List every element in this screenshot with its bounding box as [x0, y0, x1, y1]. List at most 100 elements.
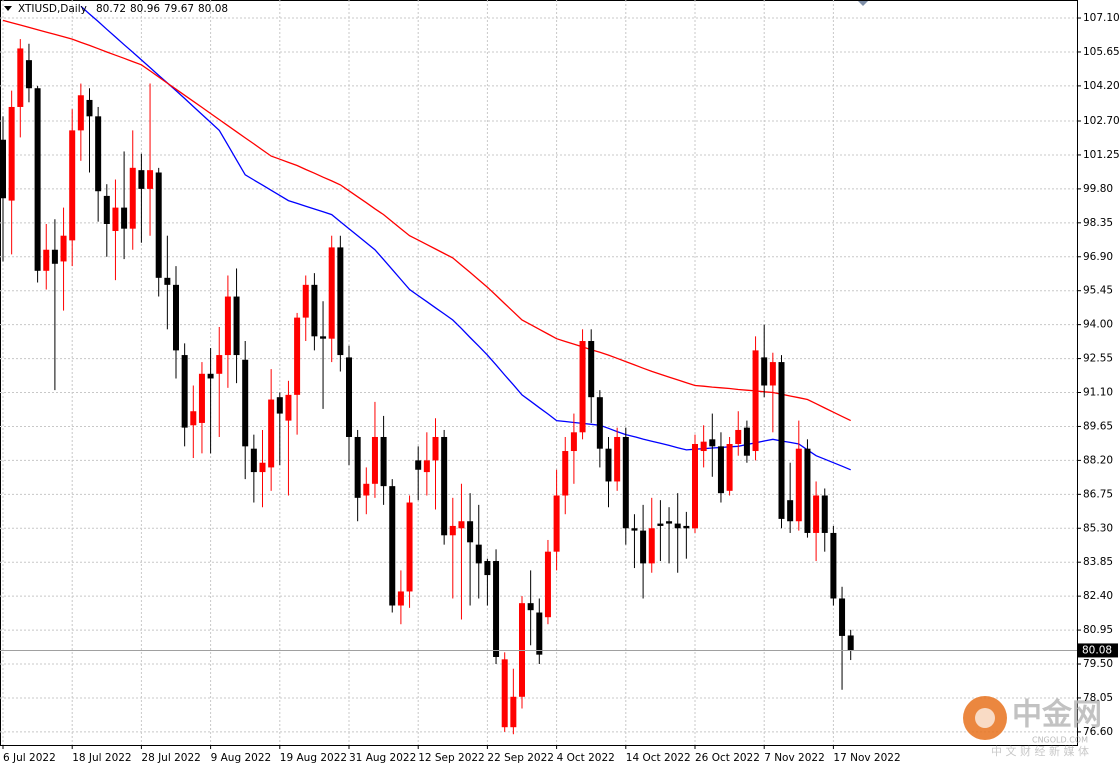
y-tick-label: 98.35 [1083, 217, 1113, 229]
candle-body [406, 502, 413, 592]
candle-body [527, 603, 534, 611]
candle-body [648, 528, 655, 564]
candle-body [415, 460, 422, 470]
x-tick-label: 9 Aug 2022 [211, 752, 272, 764]
x-tick-label: 4 Oct 2022 [557, 752, 615, 764]
y-tick-label: 82.40 [1083, 590, 1113, 602]
candle-body [25, 60, 32, 89]
y-tick-label: 76.60 [1083, 726, 1113, 738]
candle-body [847, 635, 854, 651]
candle-body [700, 441, 707, 452]
candle-body [164, 277, 171, 285]
moving-average [2, 19, 851, 422]
candle-body [389, 486, 396, 606]
y-tick-label: 79.50 [1083, 658, 1113, 670]
x-tick-label: 22 Sep 2022 [487, 752, 554, 764]
x-tick-label: 31 Aug 2022 [349, 752, 416, 764]
x-tick-label: 12 Sep 2022 [418, 752, 485, 764]
candle-body [579, 341, 586, 433]
candle-body [173, 284, 179, 351]
candle-body [337, 247, 344, 356]
candle-body [622, 436, 629, 529]
candles [0, 39, 854, 735]
menu-icon[interactable] [4, 6, 12, 11]
candle-body [198, 373, 205, 423]
candle-body [250, 448, 257, 473]
candle-body [787, 500, 794, 522]
candle-body [726, 444, 733, 491]
site: CNGOLD.COM [1032, 736, 1088, 745]
candle-body [605, 448, 612, 482]
candle-body [121, 207, 128, 229]
header-low: 79.67 [164, 3, 194, 15]
y-tick-label: 83.85 [1083, 556, 1113, 568]
candle-body [536, 612, 543, 655]
candle-body [0, 139, 6, 199]
y-tick-label: 80.95 [1083, 624, 1113, 636]
candle-body [259, 462, 266, 473]
candle-body [804, 448, 811, 533]
candle-body [112, 207, 119, 232]
x-tick-label: 7 Nov 2022 [764, 752, 825, 764]
candle-body [190, 411, 197, 426]
candle-body [544, 551, 551, 618]
candle-body [752, 350, 759, 452]
candle-body [216, 355, 223, 374]
y-tick-label: 104.20 [1083, 80, 1120, 92]
grid [0, 0, 1077, 745]
candle-body [432, 436, 439, 461]
candle-body [596, 397, 603, 449]
y-tick-label: 78.05 [1083, 692, 1113, 704]
candle-body [224, 296, 231, 356]
candle-body [285, 394, 292, 421]
candle-body [666, 521, 673, 524]
candle-body [614, 436, 621, 482]
candle-body [743, 427, 750, 456]
header-open: 80.72 [96, 3, 126, 15]
header-close: 80.08 [198, 3, 228, 15]
candle-body [830, 532, 837, 599]
candle-body [467, 521, 474, 543]
y-tick-label: 89.65 [1083, 420, 1113, 432]
y-tick-label: 91.10 [1083, 387, 1113, 399]
y-tick-label: 95.45 [1083, 285, 1113, 297]
brand: 中金网 [1012, 698, 1102, 733]
candle-body [570, 432, 577, 452]
x-tick-label: 19 Aug 2022 [280, 752, 347, 764]
y-tick-label: 85.30 [1083, 522, 1113, 534]
candle-body [268, 399, 275, 468]
x-tick-label: 28 Jul 2022 [141, 752, 200, 764]
candle-body [475, 544, 482, 564]
candle-body [640, 530, 647, 564]
candle-body [354, 436, 361, 498]
candle-body [778, 362, 785, 519]
candle-body [493, 561, 500, 657]
symbol: XTIUSD,Daily [18, 3, 87, 15]
candle-body [484, 561, 491, 576]
candle-body [501, 659, 508, 728]
candle-body [207, 373, 214, 379]
logo-inner [975, 708, 995, 728]
candle-body [129, 167, 136, 229]
candle-body [449, 525, 456, 536]
candle-body [692, 444, 698, 529]
candle-body [380, 436, 387, 487]
candle-body [562, 451, 569, 496]
candle-body [769, 362, 776, 386]
header-high: 80.96 [130, 3, 160, 15]
candle-body [839, 598, 846, 636]
candle-body [34, 88, 41, 271]
candle-body [510, 696, 517, 728]
x-tick-label: 18 Jul 2022 [72, 752, 131, 764]
candle-body [553, 495, 560, 552]
candle-body [346, 357, 352, 437]
x-tick-label: 14 Oct 2022 [626, 752, 691, 764]
y-tick-label: 86.75 [1083, 488, 1113, 500]
candle-body [242, 359, 249, 447]
candle-body [813, 495, 820, 533]
candle-body [709, 439, 716, 447]
candle-body [43, 249, 50, 271]
shift-marker [858, 1, 868, 6]
candle-body [311, 284, 318, 337]
